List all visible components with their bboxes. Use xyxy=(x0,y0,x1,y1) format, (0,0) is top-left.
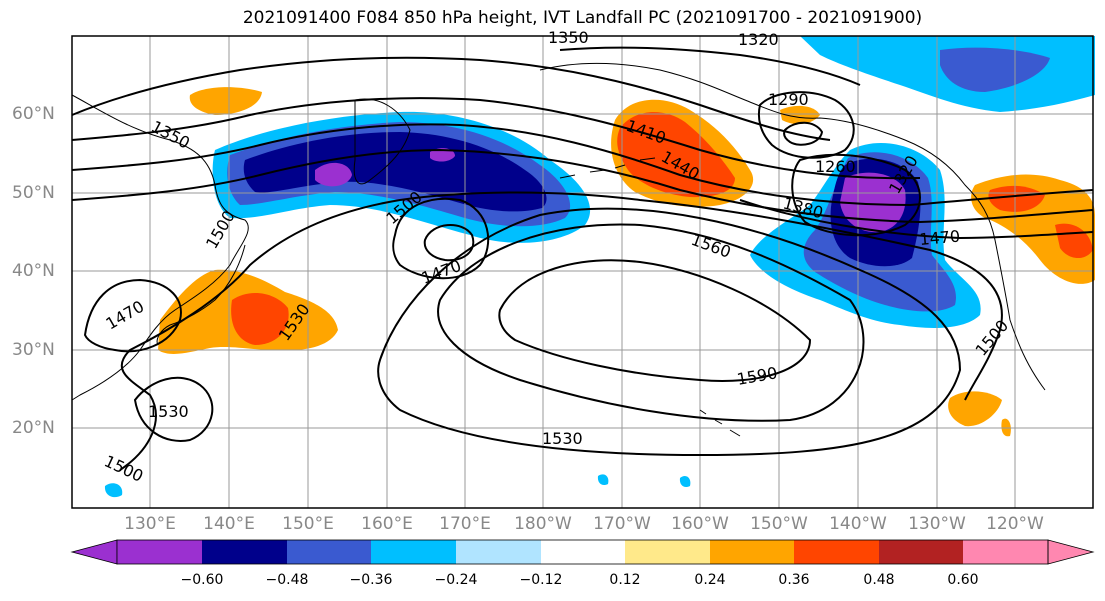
colorbar-tick-label: 0.60 xyxy=(947,572,979,588)
colorbar-segment xyxy=(625,540,710,564)
negative-core-purple-1 xyxy=(315,162,352,187)
lon-label: 130°W xyxy=(908,514,966,534)
map-title: 2021091400 F084 850 hPa height, IVT Land… xyxy=(242,8,923,28)
lon-label: 180°W xyxy=(514,514,572,534)
lon-label: 160°E xyxy=(361,514,413,534)
contour-1350 xyxy=(71,56,831,141)
contour-label: 1530 xyxy=(542,429,583,448)
positive-west-coast-core xyxy=(988,185,1045,212)
colorbar-low-extension xyxy=(70,539,118,565)
lon-label: 130°E xyxy=(124,514,176,534)
negative-core-purple-2 xyxy=(430,148,455,162)
lon-label: 140°W xyxy=(829,514,887,534)
contour-1410 xyxy=(71,123,1094,207)
lat-label: 60°N xyxy=(12,104,55,124)
contour-1470 xyxy=(83,278,182,353)
contour-1590 xyxy=(498,259,812,382)
colorbar-tick-label: −0.48 xyxy=(265,572,309,588)
colorbar-segment xyxy=(117,540,202,564)
contour-1470-pacific xyxy=(423,223,475,262)
contour-high-sw xyxy=(133,376,214,442)
colorbar-segment xyxy=(963,540,1048,564)
negative-sw xyxy=(104,483,123,498)
lat-label: 50°N xyxy=(12,183,55,203)
lon-label: 150°W xyxy=(750,514,808,534)
contour-label: 1350 xyxy=(548,28,589,47)
kamchatka-coast xyxy=(353,98,411,185)
colorbar-tick-label: −0.24 xyxy=(434,572,478,588)
lon-label: 150°E xyxy=(282,514,334,534)
contour-label: 1530 xyxy=(148,402,189,421)
colorbar-high-extension xyxy=(1047,539,1095,565)
map-frame xyxy=(71,35,1094,509)
colorbar-tick-label: 0.48 xyxy=(863,572,895,588)
negative-small-east xyxy=(597,474,609,486)
lat-label: 20°N xyxy=(12,418,55,438)
contour-1380 xyxy=(71,97,921,180)
colorbar-outline xyxy=(116,539,1049,565)
negative-small-east-2 xyxy=(679,475,691,488)
lon-label: 170°W xyxy=(593,514,651,534)
contour-1530 xyxy=(377,207,962,457)
colorbar-segment xyxy=(541,540,625,564)
colorbar-segment xyxy=(202,540,287,564)
gridlines xyxy=(72,36,1093,508)
contour-1260-2 xyxy=(791,153,921,237)
contour-label: 1470 xyxy=(919,227,961,249)
positive-small-3 xyxy=(1001,418,1011,437)
lon-label: 170°E xyxy=(439,514,491,534)
positive-hawaii-east xyxy=(948,391,1002,427)
aleutian-islands xyxy=(559,157,656,179)
lon-label: 120°W xyxy=(986,514,1044,534)
contour-1290 xyxy=(757,91,855,159)
lat-label: 30°N xyxy=(12,340,55,360)
colorbar-segment xyxy=(879,540,963,564)
contour-label: 1260 xyxy=(815,157,856,176)
colorbar-segment xyxy=(287,540,371,564)
height-contours xyxy=(71,46,1094,471)
colorbar-tick-label: −0.36 xyxy=(349,572,393,588)
lon-label: 140°E xyxy=(203,514,255,534)
contour-1440 xyxy=(71,148,1094,224)
contour-1470-east xyxy=(739,199,1094,240)
colorbar-segment xyxy=(794,540,879,564)
contour-1260 xyxy=(783,121,824,146)
colorbar-tick-label: −0.12 xyxy=(519,572,563,588)
contour-label: 1290 xyxy=(768,90,809,109)
contour-1500 xyxy=(119,191,1003,471)
positive-japan-core xyxy=(231,293,289,345)
contour-label: 1320 xyxy=(738,30,779,49)
contour-1320 xyxy=(559,46,861,86)
colorbar-tick-label: 0.36 xyxy=(778,572,810,588)
lon-label: 160°W xyxy=(671,514,729,534)
colorbar-tick-label: 0.24 xyxy=(694,572,726,588)
colorbar-tick-label: 0.12 xyxy=(609,572,641,588)
colorbar-segment xyxy=(371,540,456,564)
contour-1560 xyxy=(437,223,865,422)
colorbar-segment xyxy=(710,540,794,564)
lat-label: 40°N xyxy=(12,261,55,281)
colorbar xyxy=(70,539,1095,565)
colorbar-segment xyxy=(456,540,541,564)
positive-small-2 xyxy=(780,105,820,125)
alaska-coast xyxy=(539,62,1046,391)
contour-1470-2 xyxy=(392,197,490,280)
colorbar-tick-label: −0.60 xyxy=(180,572,224,588)
positive-small-1 xyxy=(189,87,262,115)
hawaii-islands xyxy=(699,409,741,437)
negative-northeast-inner xyxy=(940,47,1050,92)
negative-gulf-alaska-purple xyxy=(840,172,906,233)
